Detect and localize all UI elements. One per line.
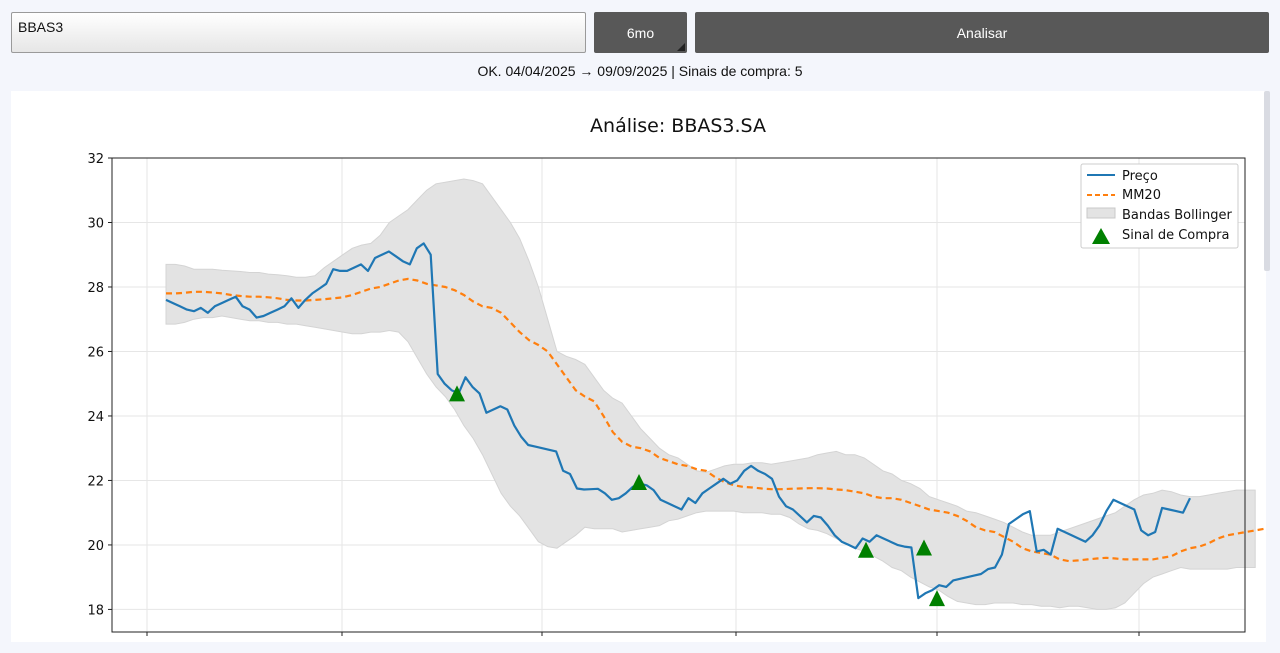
legend-entry-ma: MM20	[1122, 188, 1161, 203]
status-text: OK. 04/04/2025 → 09/09/2025 | Sinais de …	[477, 63, 803, 79]
legend-entry-signal: Sinal de Compra	[1122, 228, 1229, 243]
period-select-value: 6mo	[626, 24, 655, 41]
analysis-chart: Análise: BBAS3.SA 18 20 22 24 26 28 30 32 Preço…	[87, 115, 1265, 636]
plot-frame	[111, 157, 1246, 633]
ma20-line	[166, 277, 1265, 563]
legend-entry-price: Preço	[1122, 169, 1158, 184]
y-tick-label: 28	[87, 281, 104, 296]
price-line	[165, 242, 1191, 600]
chart-scrollbar[interactable]	[1264, 91, 1270, 271]
buy-signal-marker	[631, 474, 647, 491]
legend-entry-band: Bandas Bollinger	[1122, 208, 1232, 223]
y-tick-label: 32	[87, 152, 104, 167]
buy-signal-marker	[929, 590, 945, 607]
chart-legend: Preço MM20 Bandas Bollinger Sinal de Com…	[1080, 163, 1239, 249]
chart-title: Análise: BBAS3.SA	[590, 115, 766, 137]
buy-signal-marker	[916, 539, 932, 556]
dropdown-corner-icon	[677, 43, 685, 51]
period-select[interactable]: 6mo	[594, 12, 687, 53]
y-tick-label: 24	[87, 410, 104, 425]
ticker-input[interactable]: BBAS3	[11, 12, 586, 53]
analyze-button[interactable]: Analisar	[695, 12, 1269, 53]
y-tick-label: 30	[87, 216, 104, 231]
y-tick-label: 26	[87, 345, 104, 360]
buy-signal-marker	[449, 385, 465, 402]
chart-panel: Análise: BBAS3.SA 18 20 22 24 26 28 30 32 Preço…	[11, 91, 1266, 642]
y-tick-label: 18	[87, 603, 104, 618]
bollinger-band	[165, 178, 1256, 610]
y-tick-label: 22	[87, 474, 104, 489]
y-tick-label: 20	[87, 539, 104, 554]
buy-signal-marker	[858, 541, 874, 558]
